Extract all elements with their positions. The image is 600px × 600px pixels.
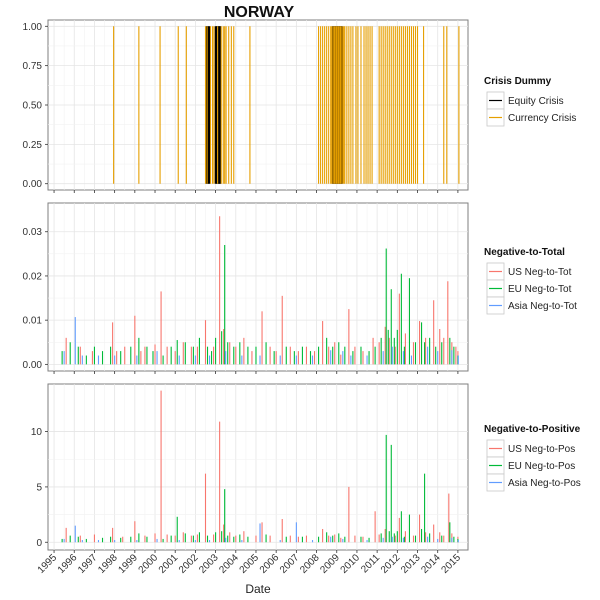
y-tick-label: 0.25 [23,140,43,151]
legend-title: Negative-to-Positive [484,424,581,435]
legend-3: Negative-to-Positive US Neg-to-Pos EU Neg-… [484,424,581,492]
x-tick-label: 2008 [298,552,322,576]
x-tick-label: 1997 [76,552,100,576]
x-tick-label: 2005 [238,552,262,576]
legend-title: Crisis Dummy [484,76,552,87]
x-tick-label: 2004 [217,552,241,576]
x-tick-label: 2002 [177,552,201,576]
x-tick-label: 2007 [278,552,302,576]
legend-2: Negative-to-Total US Neg-to-Tot EU Neg-to-… [484,247,577,315]
legend-label: EU Neg-to-Tot [508,284,572,295]
legend-1: Crisis Dummy Equity Crisis Currency Crisis [484,76,576,127]
y-tick-label: 0.00 [23,179,43,190]
y-tick-label: 0 [36,538,42,549]
x-tick-label: 1995 [36,552,60,576]
x-tick-label: 1998 [96,552,120,576]
legend-label: Asia Neg-to-Pos [508,478,581,489]
y-tick-label: 10 [31,427,43,438]
y-tick-label: 0.01 [23,316,43,327]
series-asia-neg-to-tot [63,317,459,365]
x-tick-label: 2001 [157,552,181,576]
legend-label: Currency Crisis [508,113,576,124]
x-tick-label: 2013 [399,552,423,576]
legends-layer: Crisis Dummy Equity Crisis Currency Crisis… [484,76,581,492]
y-tick-label: 0.03 [23,227,43,238]
x-axis-title: Date [245,582,271,596]
series-eu-neg-to-tot [61,245,459,365]
series-currency-crisis [113,26,460,184]
x-tick-label: 1996 [56,552,80,576]
legend-title: Negative-to-Total [484,247,565,258]
series-asia-neg-to-pos [63,522,459,543]
x-tick-label: 2009 [318,552,342,576]
y-tick-label: 1.00 [23,22,43,33]
panel-1: 0.00 0.25 0.50 0.75 1.00 [23,19,469,193]
panel-background [47,383,469,551]
panel-3: 0 5 10 199519961997199819992000200120022003… [31,383,469,576]
x-tick-label: 2014 [419,552,443,576]
y-tick-label: 5 [36,482,42,493]
legend-label: Equity Crisis [508,96,564,107]
panel-2: 0.00 0.01 0.02 0.03 [23,202,469,374]
y-tick-label: 0.00 [23,360,43,371]
y-tick-label: 0.75 [23,61,43,72]
legend-label: US Neg-to-Tot [508,267,572,278]
panel-background [47,202,469,372]
chart-title: NORWAY [224,4,295,21]
x-tick-label: 2006 [258,552,282,576]
legend-label: US Neg-to-Pos [508,444,575,455]
panels-layer: 0.00 0.25 0.50 0.75 1.00 0.00 0.01 0.02 0.03 0 5 10… [23,19,469,576]
x-tick-label: 2000 [137,552,161,576]
x-tick-label: 2015 [440,552,464,576]
x-tick-label: 2003 [197,552,221,576]
legend-label: EU Neg-to-Pos [508,461,575,472]
y-tick-label: 0.50 [23,101,43,112]
series-eu-neg-to-pos [61,434,459,543]
x-tick-label: 2011 [359,552,382,575]
legend-label: Asia Neg-to-Tot [508,301,577,312]
x-tick-label: 2010 [339,552,363,576]
y-tick-label: 0.02 [23,271,43,282]
x-tick-label: 2012 [379,552,403,576]
x-tick-label: 1999 [116,552,140,576]
series-us-neg-to-tot [65,216,459,365]
